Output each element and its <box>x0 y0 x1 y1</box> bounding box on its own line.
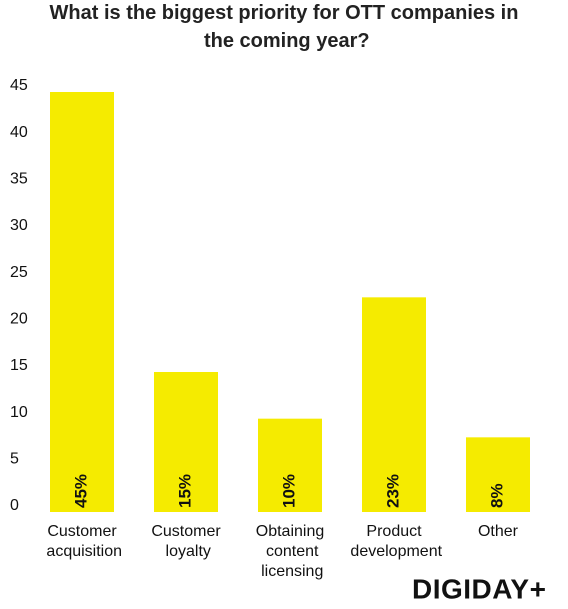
y-tick-label: 10 <box>10 404 28 421</box>
data-label: 10% <box>279 474 298 508</box>
data-label: 45% <box>71 474 90 508</box>
y-tick-label: 25 <box>10 264 28 281</box>
bar <box>154 372 218 512</box>
y-tick-label: 5 <box>10 451 19 468</box>
data-label: 15% <box>175 474 194 508</box>
bar <box>258 418 322 512</box>
x-tick-label: Customer loyalty <box>151 523 221 560</box>
x-tick-label: Obtaining content licensing <box>256 523 325 580</box>
logo: DIGIDAY+ <box>412 573 546 604</box>
bar <box>50 92 114 512</box>
x-tick-label: Customer acquisition <box>42 523 122 560</box>
bar <box>362 297 426 512</box>
y-tick-label: 15 <box>10 357 28 374</box>
x-tick-label: Product development <box>346 523 443 560</box>
chart-title: What is the biggest priority for OTT com… <box>50 2 519 52</box>
y-tick-label: 40 <box>10 124 28 141</box>
y-tick-label: 45 <box>10 77 28 94</box>
y-tick-label: 20 <box>10 311 28 328</box>
x-tick-label: Other <box>478 523 519 540</box>
data-label: 8% <box>487 483 506 508</box>
data-label: 23% <box>383 474 402 508</box>
y-tick-label: 0 <box>10 497 19 514</box>
y-tick-label: 30 <box>10 217 28 234</box>
y-tick-label: 35 <box>10 171 28 188</box>
bar <box>466 437 530 512</box>
